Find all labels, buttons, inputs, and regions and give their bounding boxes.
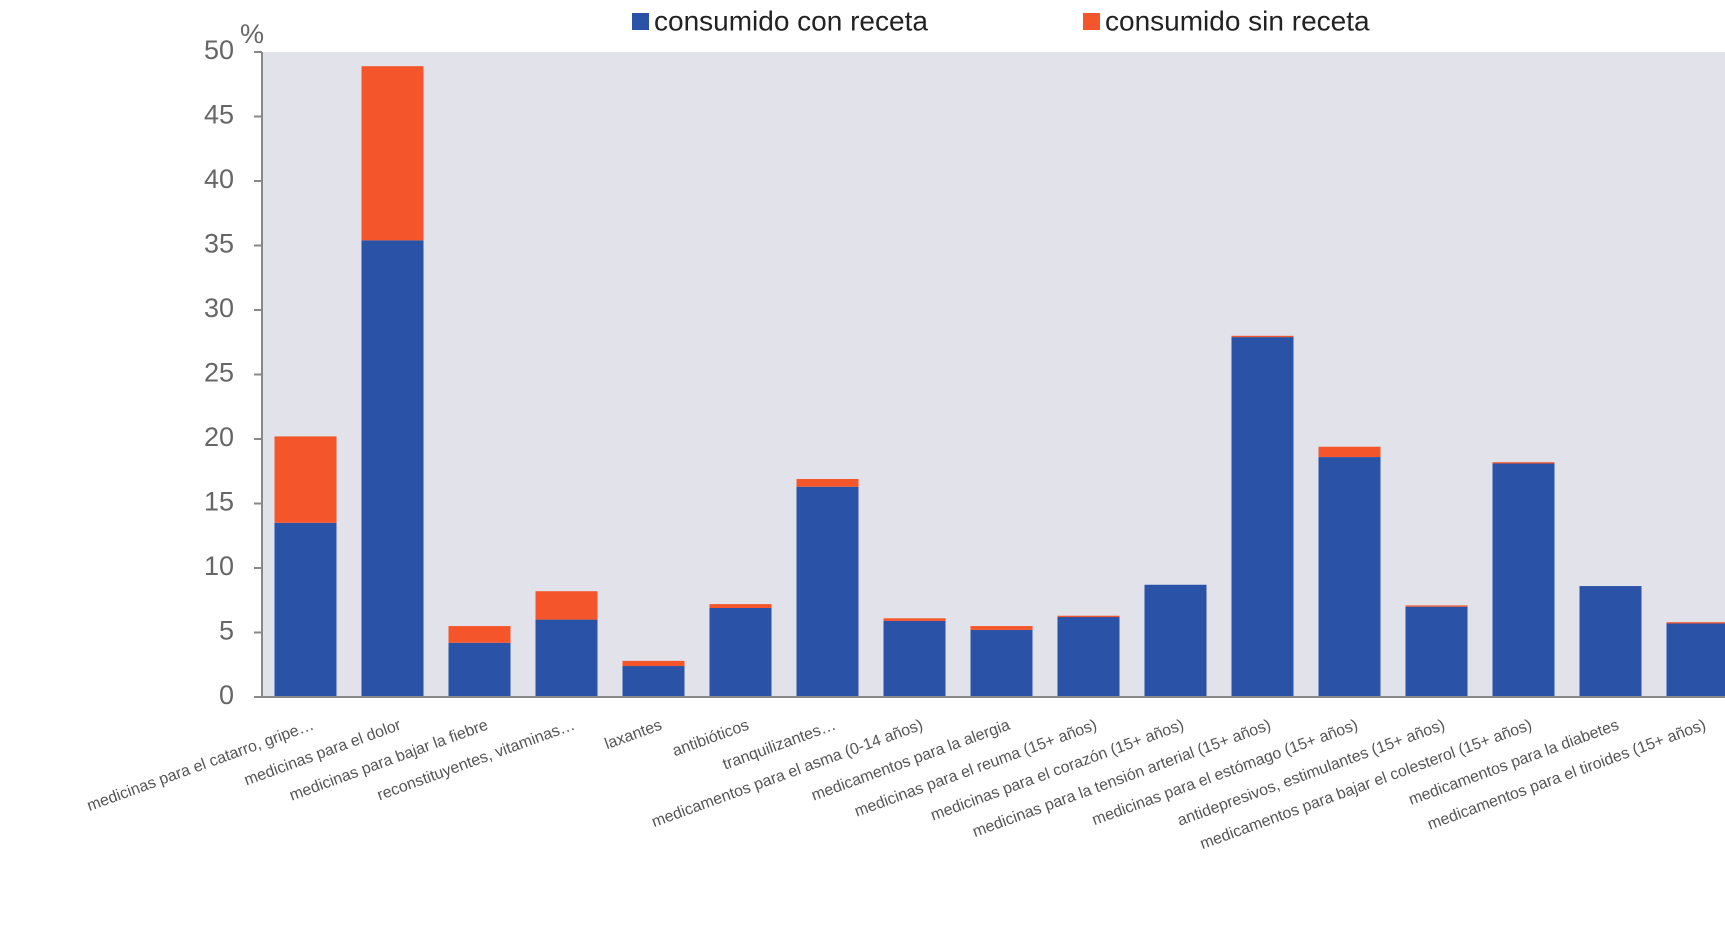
bar-segment xyxy=(1667,622,1725,623)
y-tick-label: 25 xyxy=(204,358,234,388)
bar-segment xyxy=(1667,623,1725,697)
legend-swatch xyxy=(1083,13,1100,30)
bar-segment xyxy=(710,608,772,697)
bar-segment xyxy=(623,661,685,666)
bar-segment xyxy=(449,626,511,643)
bar-segment xyxy=(536,591,598,619)
y-tick-label: 30 xyxy=(204,293,234,323)
bar-segment xyxy=(1493,462,1555,463)
y-tick-label: 10 xyxy=(204,551,234,581)
bar-segment xyxy=(884,618,946,621)
bar-segment xyxy=(884,621,946,697)
bar-segment xyxy=(1319,447,1381,457)
bar-segment xyxy=(362,66,424,240)
bar-segment xyxy=(797,487,859,697)
bar-segment xyxy=(1232,337,1294,697)
y-tick-label: 40 xyxy=(204,164,234,194)
bar-segment xyxy=(275,523,337,697)
bar-segment xyxy=(536,620,598,697)
bar-segment xyxy=(275,436,337,522)
y-tick-label: 0 xyxy=(219,680,234,710)
bar-segment xyxy=(1319,457,1381,697)
x-tick-label: laxantes xyxy=(602,717,664,753)
y-tick-label: 35 xyxy=(204,229,234,259)
bar-segment xyxy=(971,630,1033,697)
legend-label: consumido sin receta xyxy=(1105,5,1370,36)
bar-segment xyxy=(971,626,1033,630)
y-axis-label: % xyxy=(240,19,264,49)
bar-segment xyxy=(449,643,511,697)
bar-segment xyxy=(362,240,424,697)
bar-segment xyxy=(1058,617,1120,697)
chart: % 05101520253035404550medicinas para el … xyxy=(0,0,1725,927)
bar-segment xyxy=(1406,605,1468,606)
bar-segment xyxy=(623,666,685,697)
legend-swatch xyxy=(632,13,649,30)
bar-segment xyxy=(1058,616,1120,617)
y-tick-label: 50 xyxy=(204,35,234,65)
bar-segment xyxy=(1145,585,1207,697)
legend-label: consumido con receta xyxy=(654,5,928,36)
y-tick-label: 45 xyxy=(204,100,234,130)
y-tick-label: 5 xyxy=(219,616,234,646)
bar-segment xyxy=(1406,607,1468,697)
y-tick-label: 15 xyxy=(204,487,234,517)
bar-segment xyxy=(710,604,772,608)
bar-segment xyxy=(1580,586,1642,697)
bar-segment xyxy=(1493,464,1555,697)
bar-segment xyxy=(1232,336,1294,337)
bar-segment xyxy=(797,479,859,487)
y-tick-label: 20 xyxy=(204,422,234,452)
